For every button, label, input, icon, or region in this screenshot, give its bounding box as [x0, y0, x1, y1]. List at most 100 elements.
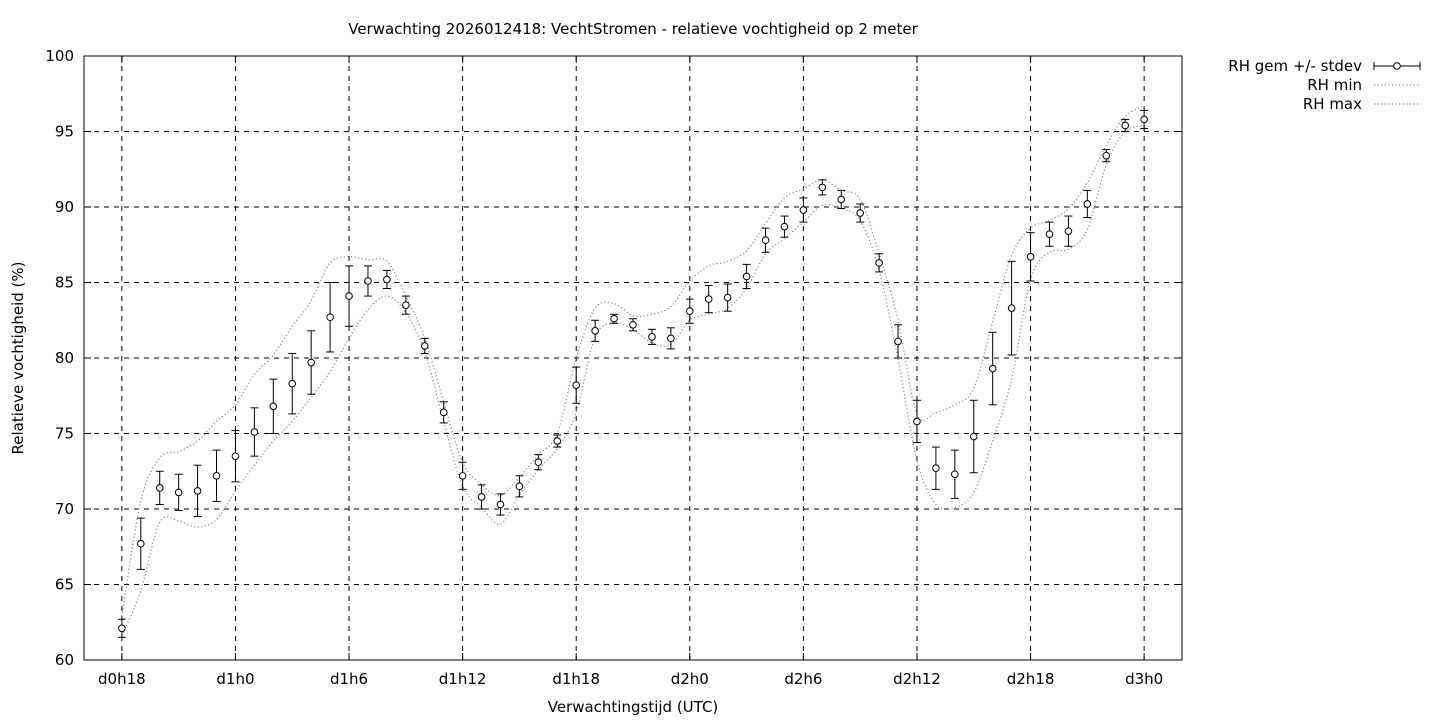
x-tick-label: d1h0: [216, 670, 254, 688]
data-point: [572, 381, 581, 389]
data-point: [307, 358, 315, 367]
y-tick-label: 100: [45, 47, 74, 65]
data-point: [837, 195, 846, 204]
error-bar: [723, 283, 732, 312]
error-bar: [969, 399, 978, 474]
error-bar: [894, 324, 903, 359]
error-bar: [1102, 149, 1111, 163]
error-bar: [856, 203, 865, 223]
data-point: [1007, 304, 1016, 312]
data-point: [364, 277, 372, 285]
y-tick-label: 60: [55, 651, 74, 669]
y-tick-label: 70: [55, 500, 74, 518]
data-point: [685, 307, 694, 315]
data-point: [515, 482, 524, 491]
data-point: [420, 342, 429, 350]
error-bar: [496, 493, 505, 516]
error-bar: [458, 461, 467, 490]
y-tick-label: 85: [55, 274, 74, 292]
error-bar: [326, 282, 335, 353]
data-point: [1121, 121, 1130, 130]
data-point: [969, 432, 978, 441]
x-tick-label: d0h18: [98, 670, 146, 688]
error-bar: [742, 263, 751, 290]
x-axis-ticks: d0h18 d1h0 d1h6 d1h12 d1h18 d2h0 d2h6 d2h12 d2h1…: [98, 56, 1163, 688]
data-point: [591, 327, 599, 335]
error-bar: [591, 319, 600, 342]
x-tick-label: d3h0: [1125, 670, 1163, 688]
chart-title: Verwachting 2026012418: VechtStromen - r…: [348, 20, 918, 38]
minmax-bands: [121, 105, 1145, 637]
error-bars: [117, 109, 1149, 638]
error-bar: [666, 327, 675, 350]
data-point: [118, 624, 126, 633]
data-point: [818, 183, 827, 192]
legend-label: RH min: [1307, 76, 1362, 94]
data-point: [231, 452, 240, 460]
data-point: [250, 428, 259, 436]
error-bar: [288, 352, 297, 415]
data-point: [1102, 151, 1111, 160]
error-bar: [363, 265, 372, 297]
data-point: [1026, 253, 1035, 261]
x-tick-label: d2h18: [1007, 670, 1055, 688]
error-bar: [401, 295, 410, 315]
error-bar: [1026, 232, 1035, 282]
error-bar: [420, 337, 429, 354]
y-tick-label: 95: [55, 123, 74, 141]
data-point: [648, 333, 656, 341]
x-tick-label: d1h6: [330, 670, 368, 688]
data-point: [932, 464, 940, 473]
data-point: [913, 417, 921, 426]
y-tick-label: 75: [55, 425, 74, 443]
data-point: [1045, 230, 1054, 238]
x-tick-label: d2h6: [784, 670, 822, 688]
error-bar: [912, 399, 921, 444]
error-bar: [345, 265, 354, 327]
series-line-rh-max: [121, 105, 1145, 617]
data-point: [1064, 227, 1073, 235]
data-point: [553, 437, 562, 445]
error-bar: [117, 618, 126, 638]
error-bar: [174, 473, 183, 512]
error-bar: [875, 253, 884, 273]
error-bar: [799, 197, 808, 223]
y-tick-label: 65: [55, 576, 74, 594]
data-point: [799, 206, 808, 214]
error-bar: [629, 318, 637, 332]
error-bar: [1083, 189, 1092, 219]
error-bar: [837, 189, 846, 210]
x-axis-label: Verwachtingstijd (UTC): [548, 698, 719, 716]
error-bar: [931, 446, 940, 490]
error-bar: [193, 464, 202, 518]
series-line-rh-min: [121, 124, 1145, 637]
error-bar: [1121, 118, 1130, 132]
data-point: [894, 337, 902, 346]
data-point: [326, 313, 334, 322]
data-point: [288, 379, 297, 388]
error-bar: [988, 331, 997, 406]
y-axis-ticks: 60 65 70 75 80 85 90 95 100: [45, 47, 1182, 669]
error-bar: [382, 269, 391, 290]
error-bar: [1007, 260, 1016, 356]
error-bar: [269, 378, 278, 434]
data-point: [1140, 115, 1148, 124]
error-bar: [155, 470, 164, 505]
error-bar: [950, 449, 959, 499]
data-point: [761, 236, 770, 245]
error-bar: [685, 298, 694, 324]
error-bar: [136, 517, 145, 570]
error-bar: [1140, 109, 1149, 129]
error-bar: [439, 401, 448, 424]
y-axis-label: Relatieve vochtigheid (%): [9, 261, 27, 454]
data-point: [345, 292, 353, 300]
data-point: [477, 493, 486, 501]
error-bar: [250, 407, 259, 457]
error-bar: [647, 328, 656, 345]
error-bar: [610, 313, 619, 324]
data-point: [383, 275, 391, 284]
error-bar: [761, 227, 770, 253]
y-tick-label: 90: [55, 198, 74, 216]
x-tick-label: d2h12: [893, 670, 941, 688]
